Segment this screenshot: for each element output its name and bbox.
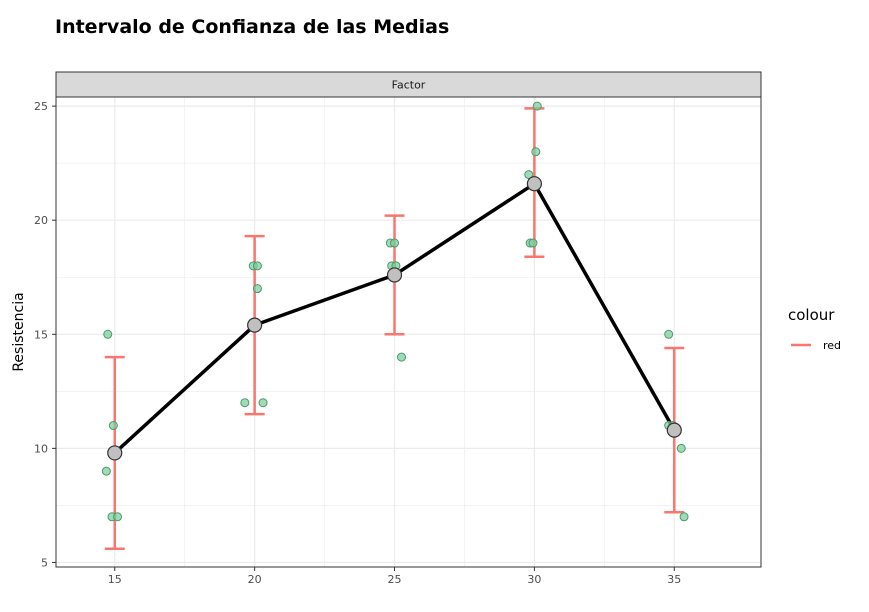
observation-point [390, 238, 400, 248]
observation-point [528, 238, 538, 248]
grid-lines [56, 97, 761, 567]
facet-strip: Factor [55, 71, 762, 98]
x-axis: 15 20 25 30 35 [108, 567, 681, 586]
panel-border [55, 96, 762, 568]
observation-point [252, 284, 262, 294]
x-tick-label: 15 [108, 573, 122, 586]
observation-point [258, 398, 268, 408]
mean-points-layer [107, 176, 682, 461]
observation-point [103, 329, 113, 339]
observation-point [532, 101, 542, 111]
x-tick-label: 25 [388, 573, 402, 586]
observation-point [679, 512, 689, 522]
y-axis: 5 10 15 20 25 Resistencia [11, 100, 56, 569]
legend-entry-label: red [823, 339, 841, 352]
observation-point [108, 421, 118, 431]
plot-panel [56, 97, 761, 567]
mean-point [666, 422, 682, 438]
observation-point [240, 398, 250, 408]
observation-point [113, 512, 123, 522]
legend-title: colour [788, 306, 835, 324]
observation-point [531, 147, 541, 157]
y-tick-label: 10 [34, 442, 48, 455]
mean-point [247, 317, 263, 333]
legend: colour red [788, 306, 841, 352]
mean-point [107, 445, 123, 461]
y-tick-label: 25 [34, 100, 48, 113]
x-tick-label: 35 [667, 573, 681, 586]
mean-point [526, 176, 542, 192]
chart-title: Intervalo de Confianza de las Medias [55, 16, 450, 38]
observation-point [252, 261, 262, 271]
facet-strip-label: Factor [392, 79, 426, 92]
y-tick-label: 15 [34, 328, 48, 341]
observation-point [101, 466, 111, 476]
mean-point [386, 267, 403, 283]
panel-border-layer [55, 96, 762, 568]
y-tick-label: 20 [34, 214, 48, 227]
y-tick-label: 5 [41, 556, 48, 569]
observation-point [676, 443, 686, 453]
panel-background [56, 97, 761, 567]
y-axis-title: Resistencia [11, 292, 27, 371]
facet-strip-box [55, 71, 762, 98]
x-tick-label: 30 [527, 573, 541, 586]
observation-point [664, 329, 674, 339]
x-tick-label: 20 [248, 573, 262, 586]
observation-point [397, 352, 407, 362]
